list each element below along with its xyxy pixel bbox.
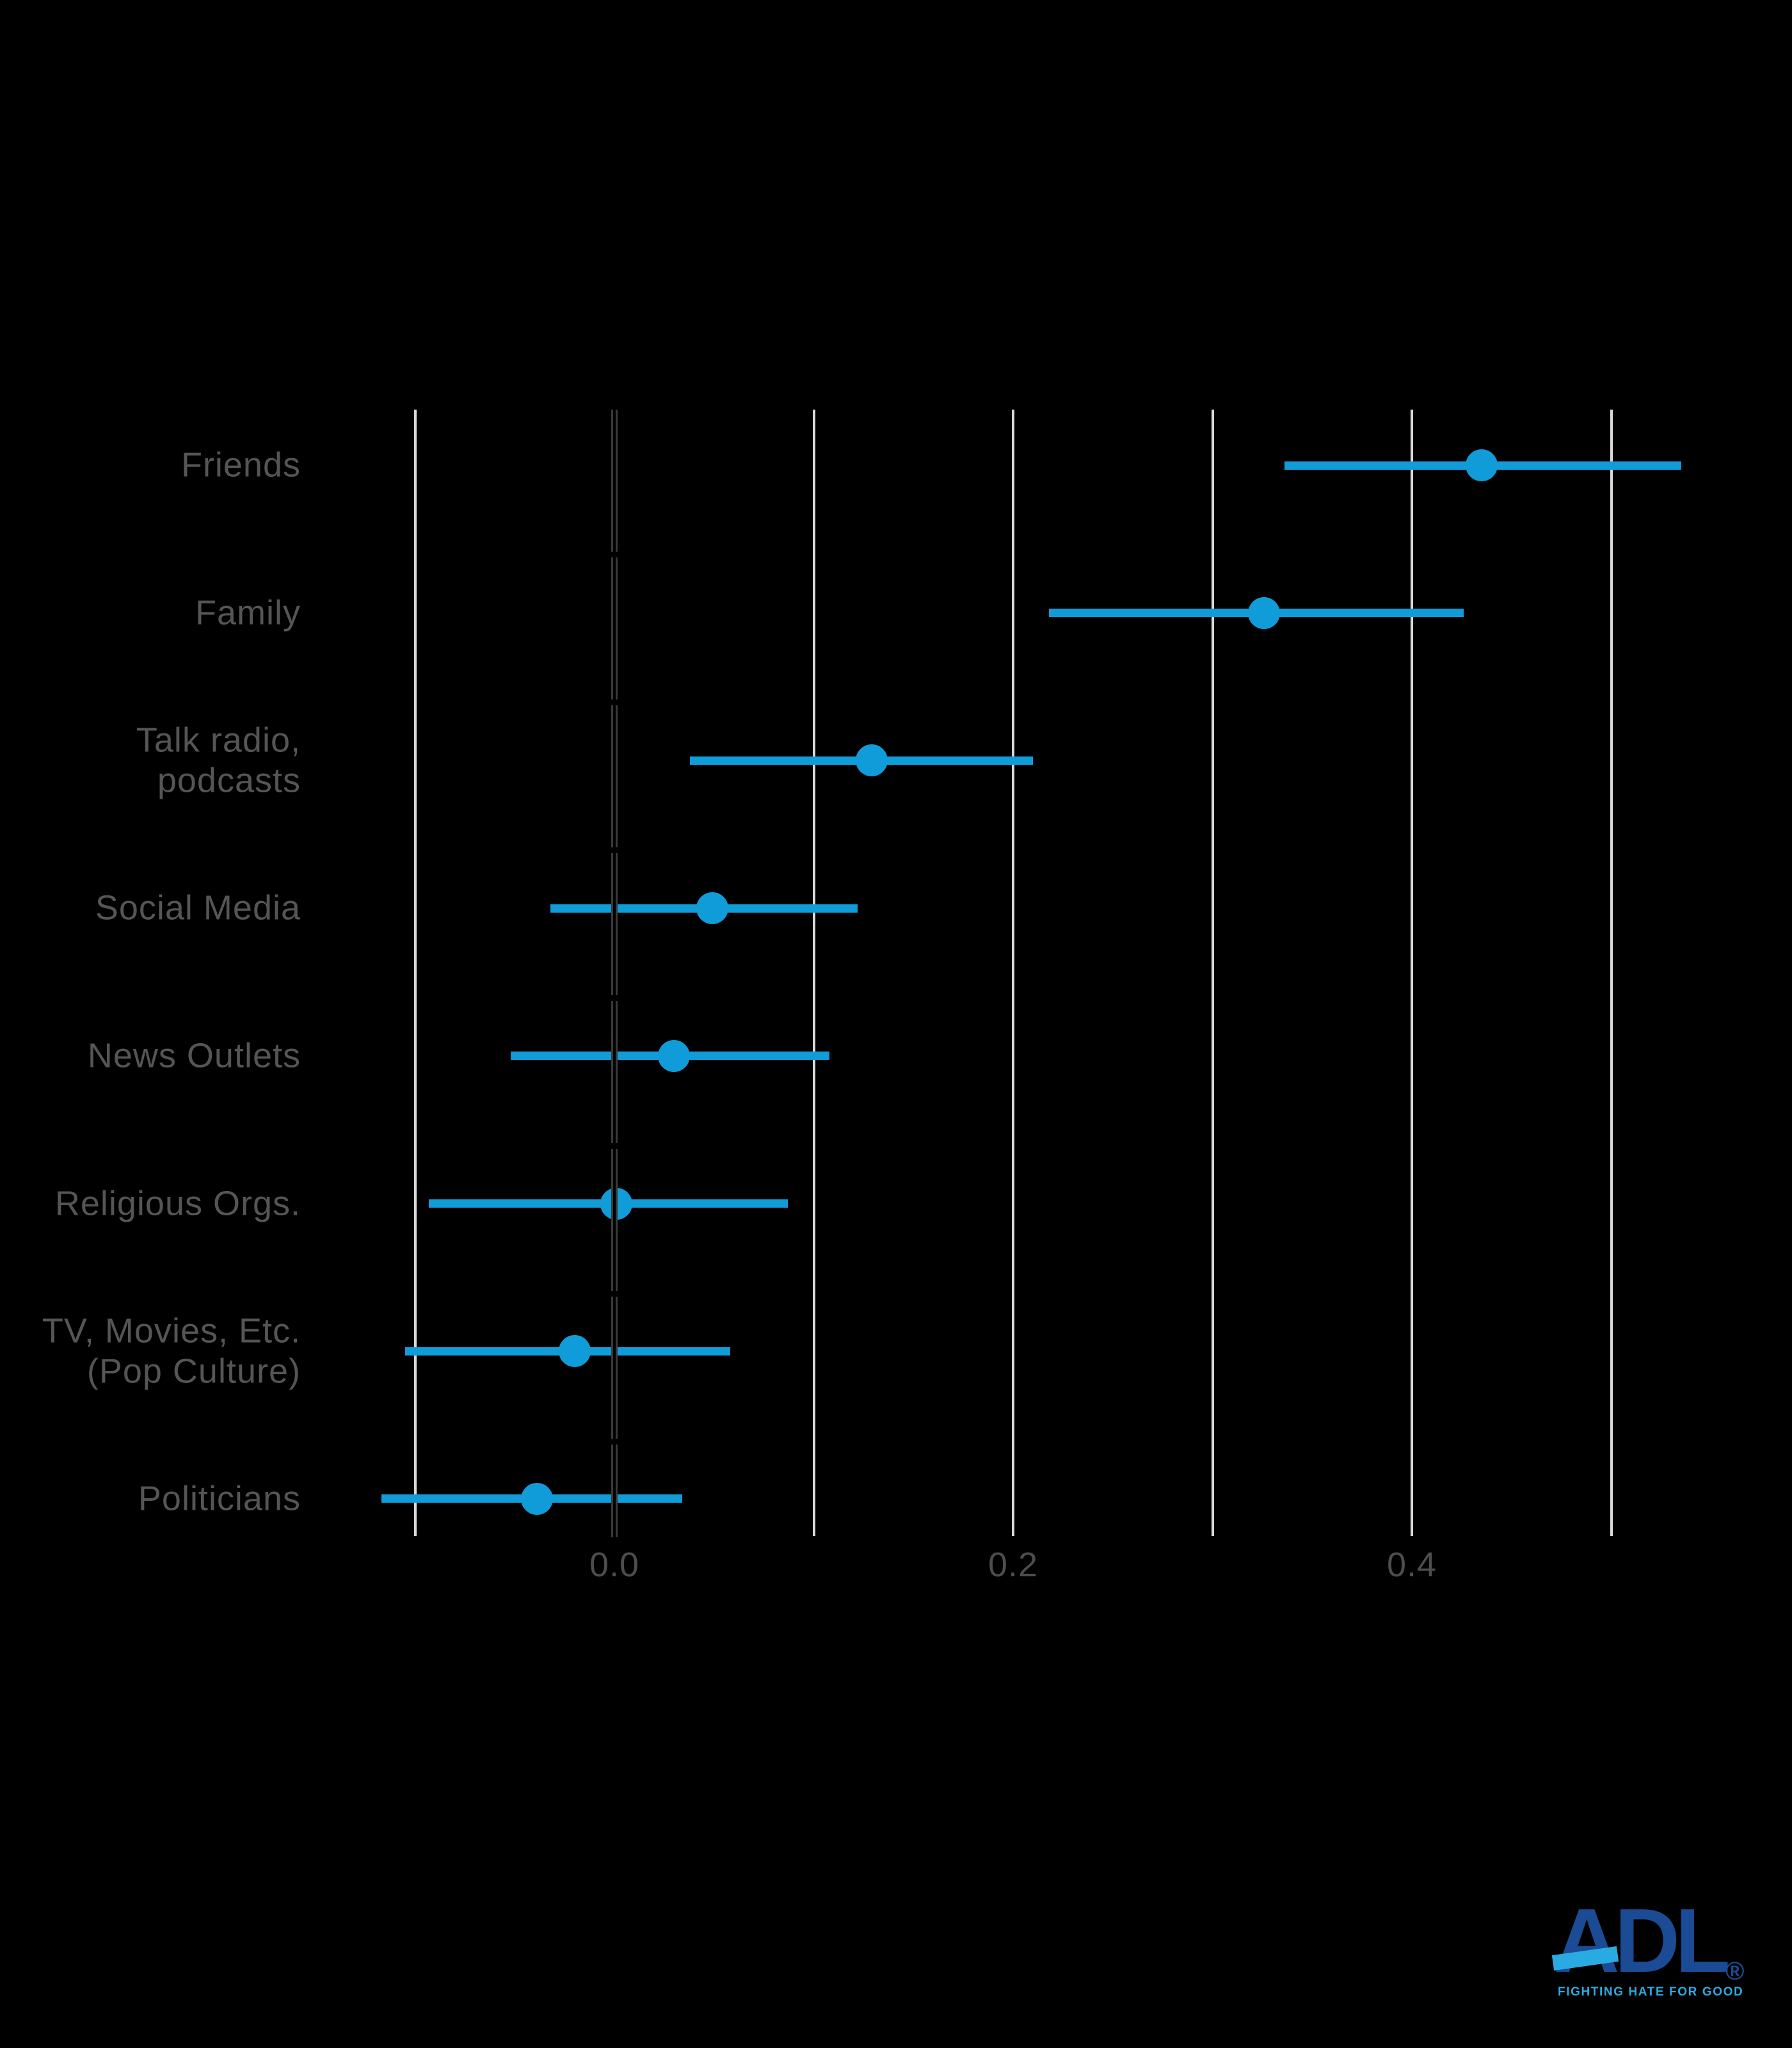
adl-wordmark: ADL (1554, 1890, 1731, 1992)
estimate-dot (658, 1039, 691, 1072)
category-label: Religious Orgs. (54, 1184, 301, 1223)
zero-line-edge (616, 410, 618, 1537)
gridline (812, 410, 815, 1536)
category-label: News Outlets (87, 1036, 301, 1075)
adl-logo: ADL ® FIGHTING HATE FOR GOOD (1551, 1890, 1752, 2024)
zero-reference-line (611, 410, 618, 1537)
x-tick-label: 0.0 (589, 1546, 640, 1584)
category-label: Talk radio, podcasts (136, 721, 301, 800)
estimate-dot (855, 744, 888, 777)
zero-line-core (613, 410, 616, 1537)
category-label: Social Media (95, 888, 301, 927)
x-tick-label: 0.4 (1386, 1546, 1437, 1584)
estimate-dot (520, 1482, 553, 1515)
estimate-dot (1248, 596, 1281, 629)
gridline (1610, 410, 1613, 1536)
gridline (413, 410, 417, 1536)
category-label: Friends (180, 445, 301, 484)
adl-tagline: FIGHTING HATE FOR GOOD (1558, 1985, 1744, 1999)
gridline (1411, 410, 1413, 1536)
zero-line-edge (611, 410, 613, 1537)
estimate-dot (1466, 449, 1498, 481)
gridline (1012, 410, 1014, 1536)
x-tick-label: 0.2 (988, 1546, 1039, 1584)
estimate-dot (558, 1335, 591, 1368)
category-label: Politicians (138, 1479, 301, 1518)
category-label: Family (195, 593, 301, 632)
gridline (1211, 410, 1214, 1536)
estimate-dot (696, 892, 728, 925)
category-label: TV, Movies, Etc. (Pop Culture) (42, 1311, 301, 1391)
registered-trademark-icon: ® (1725, 1957, 1745, 1985)
